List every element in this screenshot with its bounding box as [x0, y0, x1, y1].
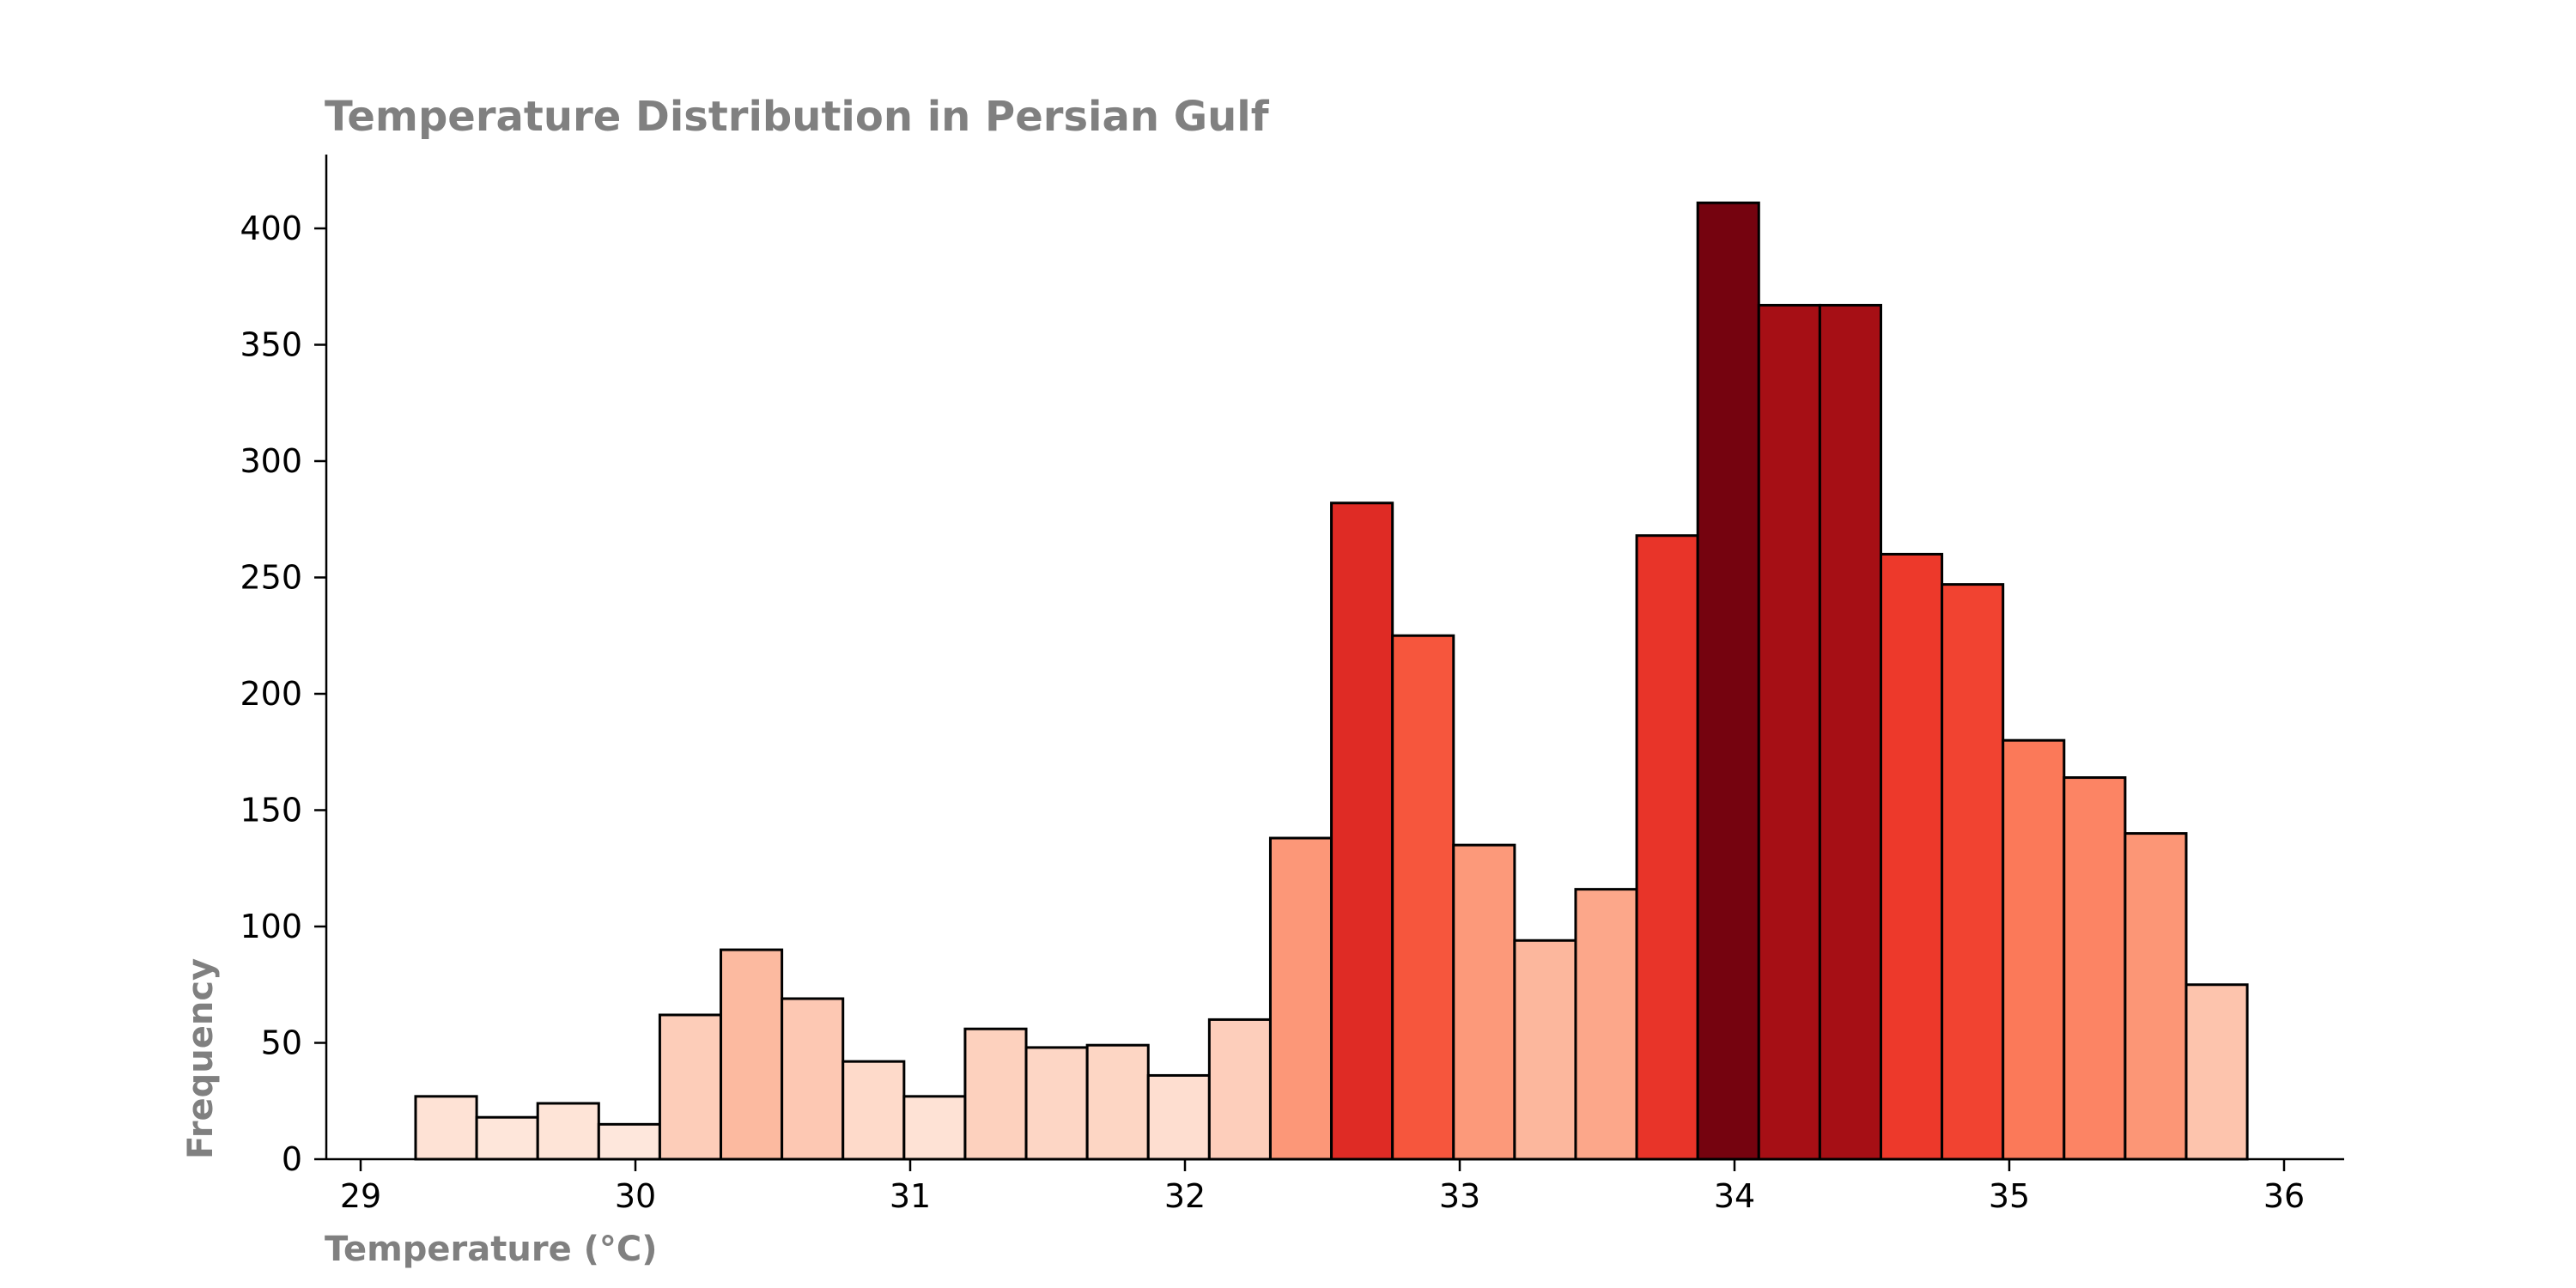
x-tick-label: 35: [1989, 1177, 2030, 1215]
axes-group: [325, 155, 2344, 1161]
y-axis-label: Frequency: [181, 958, 221, 1159]
y-tick-label: 200: [240, 675, 302, 713]
histogram-bar: [1635, 534, 1699, 1161]
histogram-bar: [536, 1102, 600, 1161]
histogram-bar: [1452, 843, 1516, 1161]
y-tick-label: 250: [240, 559, 302, 597]
histogram-bar: [597, 1122, 661, 1161]
x-tick-label: 34: [1714, 1177, 1755, 1215]
x-tick-label: 29: [340, 1177, 381, 1215]
x-ticks-group: 29 30 31 32 33 34 35 36: [340, 1159, 2305, 1215]
x-tick-label: 30: [615, 1177, 656, 1215]
y-tick-label: 0: [282, 1140, 302, 1178]
histogram-bar: [2063, 776, 2127, 1161]
histogram-bar: [1818, 303, 1882, 1161]
histogram-bar: [2002, 738, 2066, 1161]
histogram-bar: [841, 1060, 906, 1161]
chart-title: Temperature Distribution in Persian Gulf: [325, 93, 1270, 141]
y-ticks-group: 0 50 100 150 200 250 300 350 400: [240, 210, 326, 1178]
histogram-bar: [1574, 888, 1638, 1161]
histogram-bar: [1391, 634, 1455, 1161]
x-tick-label: 31: [890, 1177, 931, 1215]
histogram-bar: [1268, 836, 1334, 1161]
histogram-bar: [1696, 201, 1760, 1161]
y-tick-label: 300: [240, 442, 302, 480]
histogram-bar: [1207, 1018, 1272, 1161]
histogram-bar: [658, 1013, 723, 1161]
x-tick-label: 32: [1164, 1177, 1206, 1215]
histogram-bar: [902, 1095, 967, 1161]
histogram-bar: [1146, 1073, 1211, 1161]
histogram-bar: [1757, 303, 1821, 1161]
histogram-bar: [781, 997, 845, 1161]
y-tick-label: 350: [240, 326, 302, 364]
x-tick-label: 36: [2263, 1177, 2305, 1215]
y-tick-label: 100: [240, 908, 302, 945]
histogram-bar: [1330, 501, 1394, 1161]
histogram-bar: [2184, 983, 2249, 1161]
histogram-bar: [1513, 939, 1577, 1161]
y-tick-label: 50: [261, 1024, 302, 1062]
x-axis-label: Temperature (°C): [325, 1230, 658, 1269]
histogram-bar: [1941, 583, 2005, 1161]
histogram-bar: [1085, 1043, 1150, 1161]
x-tick-label: 33: [1439, 1177, 1480, 1215]
histogram-bar: [475, 1115, 539, 1161]
y-tick-label: 150: [240, 792, 302, 829]
bars-group: [414, 201, 2249, 1161]
histogram-bar: [963, 1027, 1028, 1161]
histogram-bar: [1024, 1046, 1089, 1161]
histogram-bar: [1879, 552, 1944, 1161]
histogram-bar: [720, 948, 784, 1161]
histogram-bar: [2123, 832, 2188, 1161]
y-tick-label: 400: [240, 210, 302, 247]
histogram-bar: [414, 1095, 478, 1161]
